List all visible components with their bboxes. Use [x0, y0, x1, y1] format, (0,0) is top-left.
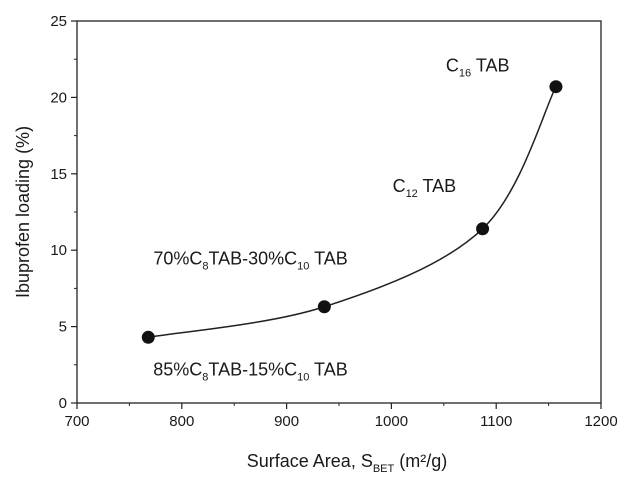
- annotation-3: C16 TAB: [446, 56, 510, 80]
- axes: [76, 20, 602, 404]
- annotation-3-part-0: C: [446, 56, 459, 76]
- annotation-3-part-1: 16: [459, 68, 471, 80]
- x-tick-label-1200: 1200: [584, 413, 617, 430]
- annotation-3-part-2: TAB: [471, 56, 509, 76]
- x-tick-label-800: 800: [169, 413, 194, 430]
- annotation-2-part-1: 12: [406, 188, 418, 200]
- x-tick-label-1000: 1000: [375, 413, 408, 430]
- annotation-1-part-3: 10: [297, 261, 309, 273]
- annotation-2: C12 TAB: [393, 176, 457, 200]
- x-tick-label-700: 700: [64, 413, 89, 430]
- annotation-1-part-4: TAB: [309, 249, 347, 269]
- data-point-3: [549, 80, 563, 94]
- y-tick-label-10: 10: [50, 242, 67, 259]
- data-point-1: [317, 300, 331, 314]
- x-axis-title-part-0: Surface Area, S: [247, 451, 373, 471]
- y-tick-label-15: 15: [50, 166, 67, 183]
- y-tick-label-20: 20: [50, 89, 67, 106]
- data-point-2: [476, 222, 490, 236]
- y-tick-label-0: 0: [59, 395, 67, 412]
- annotation-1: 70%C8TAB-30%C10 TAB: [153, 249, 347, 273]
- annotation-0-part-0: 85%C: [153, 359, 202, 379]
- annotation-0-part-1: 8: [202, 371, 208, 383]
- tick-marks: [71, 20, 602, 409]
- y-tick-label-25: 25: [50, 13, 67, 30]
- data-point-0: [141, 330, 155, 344]
- labels: 700 800 900 1000 1100 1200 0 5 10 15 20 25 Surface A…: [13, 13, 618, 475]
- x-tick-label-900: 900: [274, 413, 299, 430]
- x-axis-title-part-1: BET: [373, 463, 395, 475]
- data-points: [141, 80, 563, 344]
- x-axis-title: Surface Area, SBET (m²/g): [247, 451, 447, 475]
- trend-curve: [148, 86, 557, 339]
- x-axis-title-part-2: (m²/g): [394, 451, 447, 471]
- trend-curve-group: [148, 86, 557, 339]
- y-axis-title: Ibuprofen loading (%): [13, 126, 33, 298]
- annotation-1-part-0: 70%C: [153, 249, 202, 269]
- annotation-0-part-3: 10: [297, 371, 309, 383]
- annotation-0-part-2: TAB-15%C: [208, 359, 297, 379]
- annotation-1-part-1: 8: [202, 261, 208, 273]
- x-tick-label-1100: 1100: [480, 413, 512, 430]
- annotation-1-part-2: TAB-30%C: [208, 249, 297, 269]
- y-tick-label-5: 5: [59, 319, 67, 336]
- annotation-2-part-0: C: [393, 176, 406, 196]
- annotation-0-part-4: TAB: [309, 359, 347, 379]
- plot-frame: [76, 20, 602, 404]
- annotation-2-part-2: TAB: [418, 176, 456, 196]
- annotation-0: 85%C8TAB-15%C10 TAB: [153, 359, 347, 383]
